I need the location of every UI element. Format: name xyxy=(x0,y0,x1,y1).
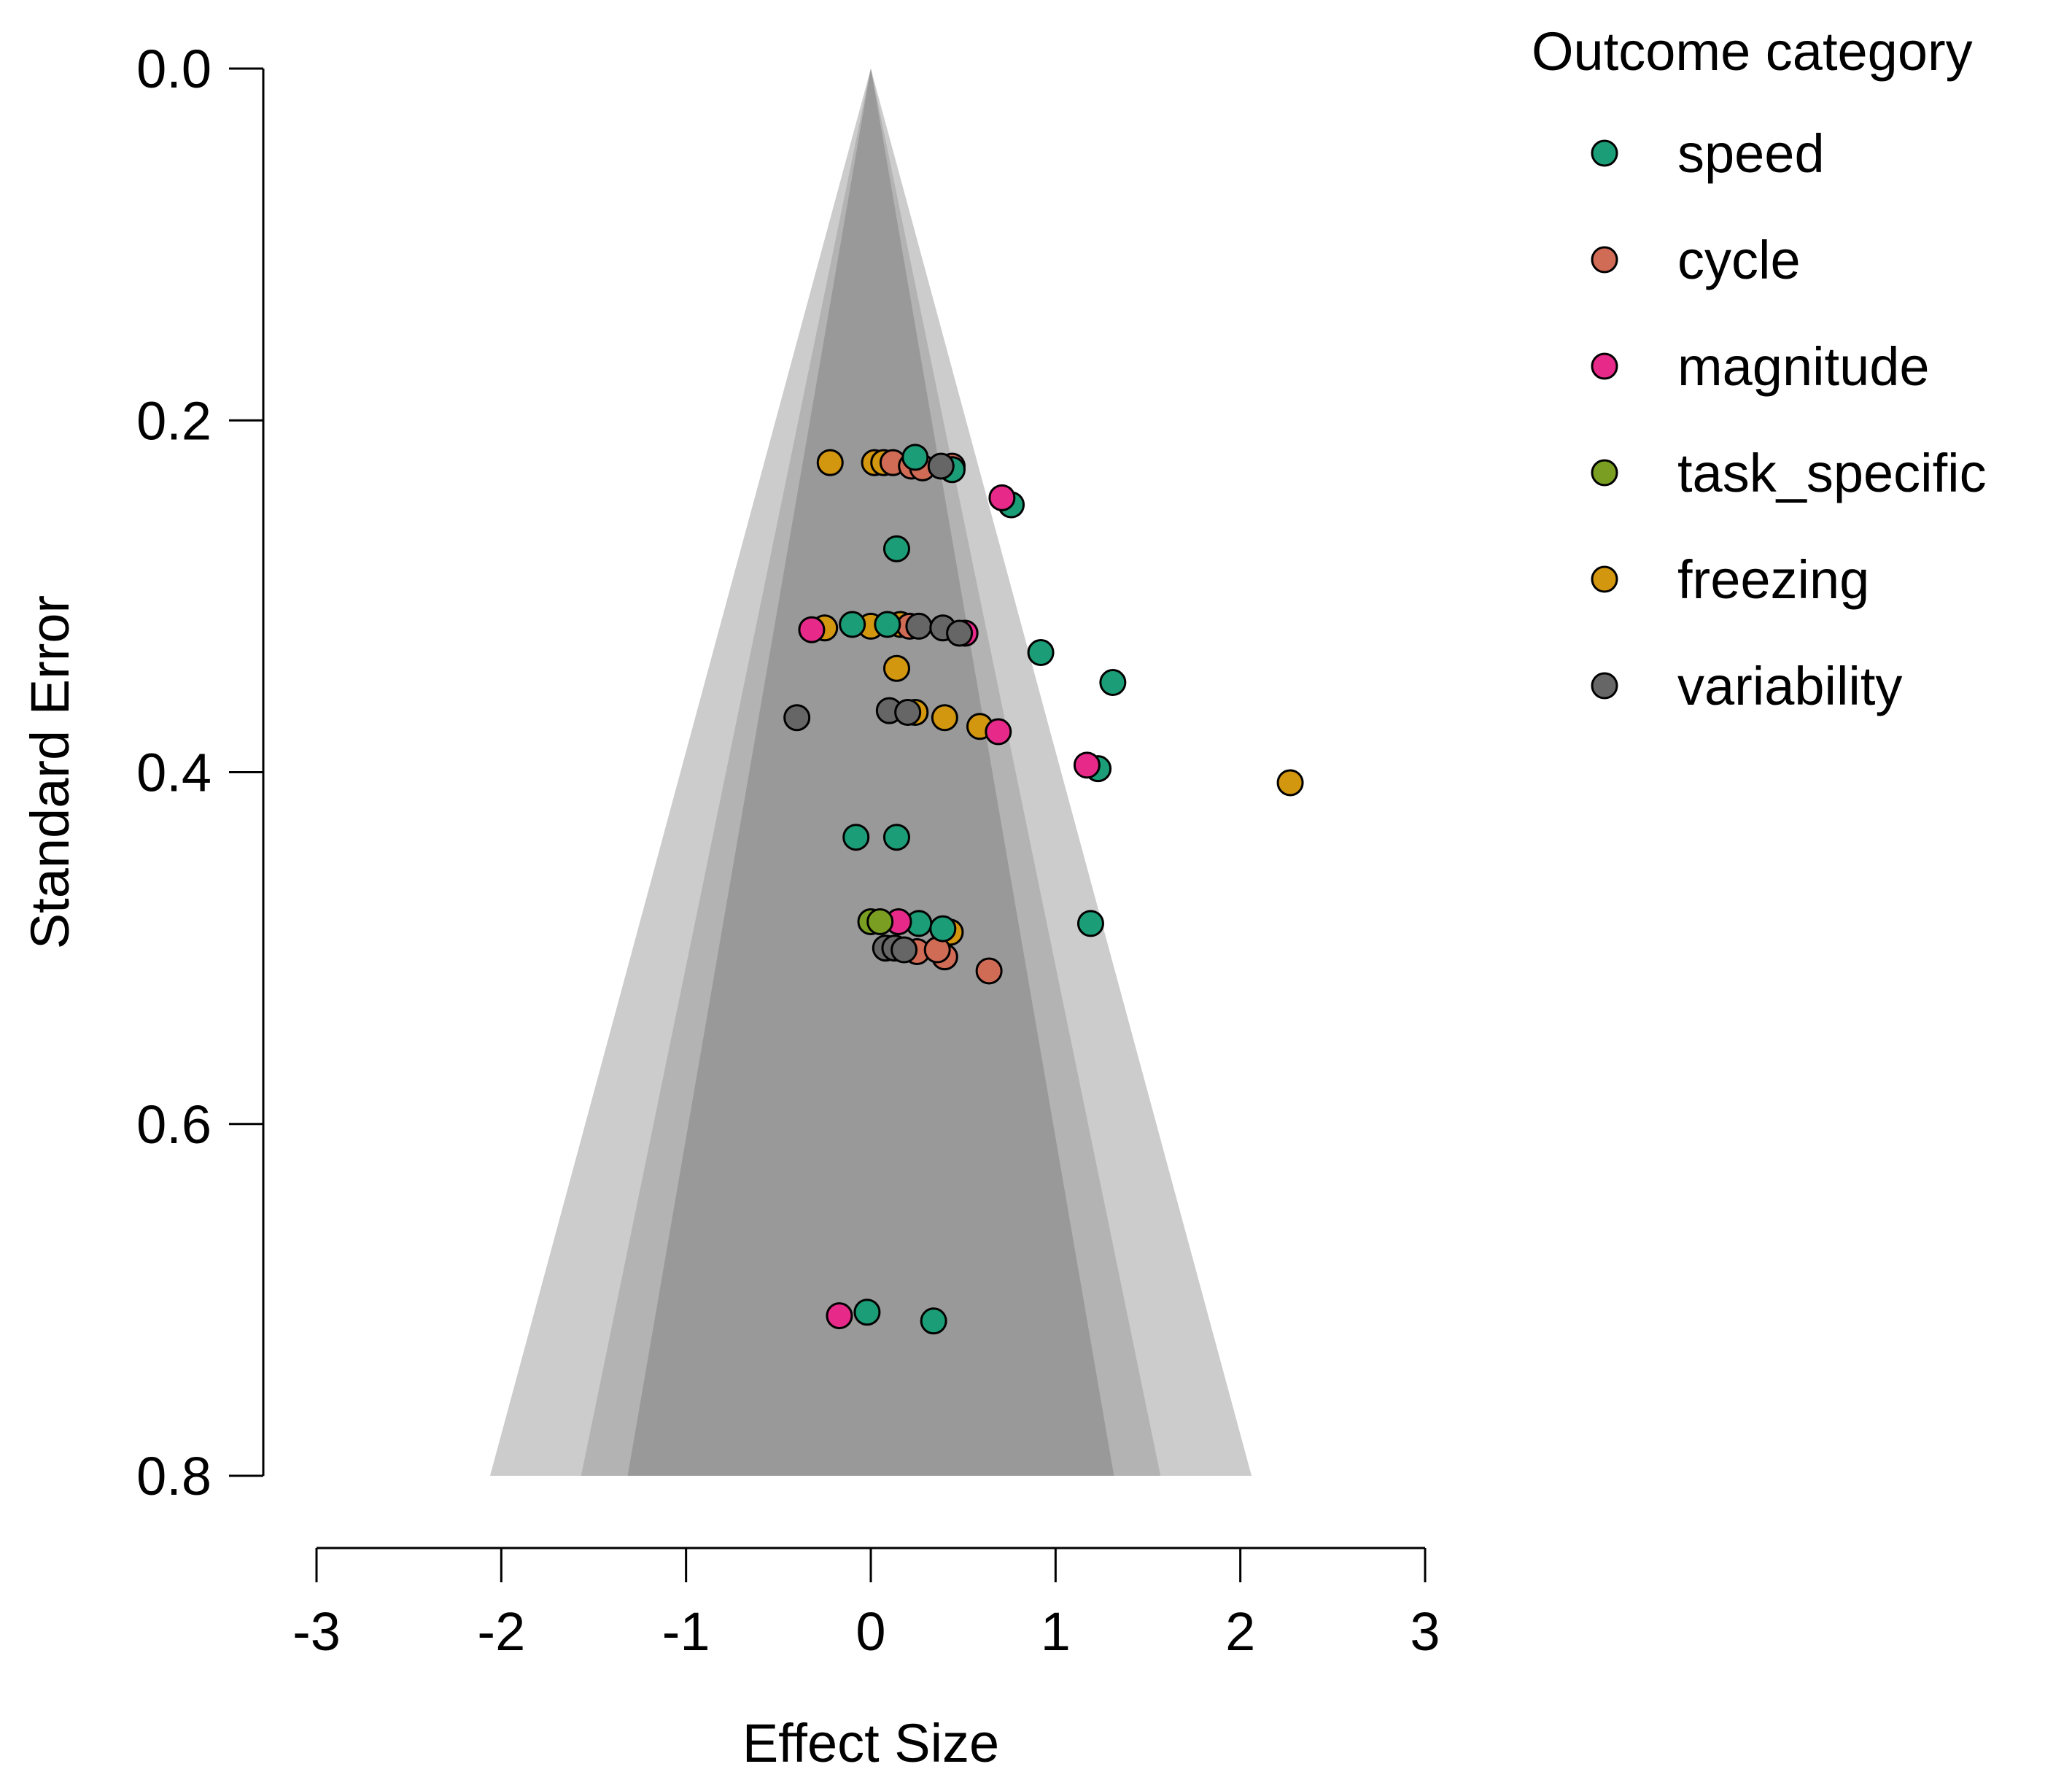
data-point-speed xyxy=(842,824,870,851)
data-point-speed xyxy=(882,824,910,851)
y-tick-label: 0.8 xyxy=(136,1446,212,1506)
x-tick-label: 1 xyxy=(1041,1601,1071,1662)
legend-marker-cycle xyxy=(1591,246,1618,274)
data-points xyxy=(783,444,1304,1335)
legend-label-variability: variability xyxy=(1677,656,1902,716)
data-point-speed xyxy=(853,1299,881,1326)
legend-label-speed: speed xyxy=(1677,123,1825,184)
funnel-regions xyxy=(489,69,1252,1476)
legend-label-magnitude: magnitude xyxy=(1677,336,1930,397)
data-point-speed xyxy=(839,611,866,638)
legend-title: Outcome category xyxy=(1532,21,1973,82)
x-tick-label: 3 xyxy=(1410,1601,1440,1662)
y-tick-label: 0.2 xyxy=(136,390,212,451)
legend-label-freezing: freezing xyxy=(1677,549,1869,610)
x-tick-label: -2 xyxy=(477,1601,525,1662)
data-point-speed xyxy=(1099,669,1127,697)
legend-label-cycle: cycle xyxy=(1677,230,1801,290)
data-point-magnitude xyxy=(985,718,1012,746)
y-tick-label: 0.4 xyxy=(136,743,212,803)
data-point-cycle xyxy=(975,957,1003,985)
data-point-variability xyxy=(891,936,918,964)
data-point-task_specific xyxy=(866,908,894,935)
x-tick-label: -1 xyxy=(662,1601,710,1662)
data-point-magnitude xyxy=(988,484,1016,511)
data-point-speed xyxy=(920,1307,947,1335)
data-point-freezing xyxy=(816,449,844,476)
data-point-variability xyxy=(783,704,811,732)
x-tick-label: 2 xyxy=(1225,1601,1255,1662)
data-point-freezing xyxy=(931,704,958,732)
legend: speed cycle magnitude task_specific freezing… xyxy=(1591,123,1987,716)
funnel-region-3 xyxy=(627,69,1114,1476)
x-tick-label: -3 xyxy=(292,1601,341,1662)
y-tick-label: 0.0 xyxy=(136,39,212,99)
x-tick-label: 0 xyxy=(855,1601,885,1662)
y-axis-title: Standard Error xyxy=(20,595,80,949)
data-point-variability xyxy=(905,612,933,640)
data-point-speed xyxy=(874,611,901,638)
data-point-freezing xyxy=(882,654,910,682)
data-point-speed xyxy=(1027,639,1055,667)
legend-marker-magnitude xyxy=(1591,352,1618,380)
legend-marker-task_specific xyxy=(1591,459,1618,487)
axes: 0.0 0.2 0.4 0.6 0.8 -3 -2 -1 0 1 2 3 xyxy=(136,39,1440,1662)
data-point-variability xyxy=(946,619,974,647)
data-point-magnitude xyxy=(826,1302,853,1330)
data-point-speed xyxy=(901,444,929,471)
data-point-magnitude xyxy=(798,616,826,643)
data-point-variability xyxy=(894,699,922,727)
legend-label-task_specific: task_specific xyxy=(1677,443,1987,503)
legend-marker-freezing xyxy=(1591,565,1618,593)
data-point-speed xyxy=(929,915,957,943)
legend-marker-speed xyxy=(1591,139,1618,167)
data-point-speed xyxy=(1076,910,1104,937)
data-point-speed xyxy=(882,535,910,562)
x-axis-title: Effect Size xyxy=(742,1713,999,1773)
y-tick-label: 0.6 xyxy=(136,1094,212,1155)
legend-marker-variability xyxy=(1591,672,1618,700)
data-point-magnitude xyxy=(1073,751,1101,779)
data-point-variability xyxy=(927,452,955,480)
data-point-freezing xyxy=(1276,769,1304,797)
